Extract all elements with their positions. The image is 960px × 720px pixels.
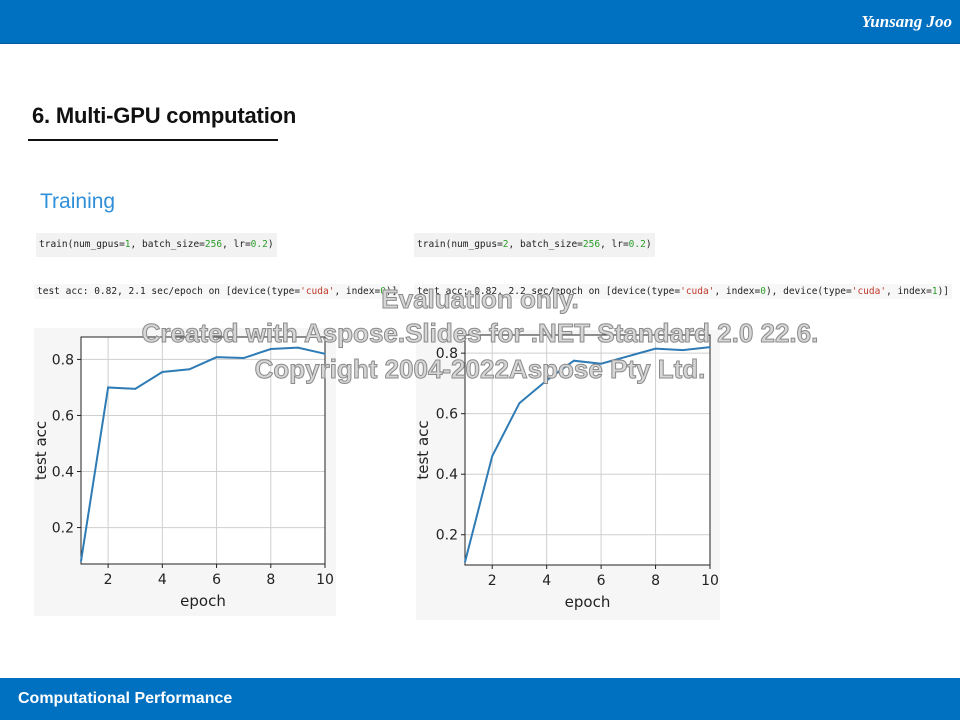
output-index-2: 1	[931, 286, 938, 297]
data-point	[242, 357, 245, 359]
output-end: )]	[385, 286, 398, 297]
code-func: train(num_gpus=	[417, 239, 503, 250]
code-lr: 0.2	[250, 239, 268, 250]
data-point	[518, 402, 521, 404]
test-acc-chart-2gpu: 2 4 6 8 10 0.2 0.4 0.6 0.8 epoch test acc	[416, 330, 720, 620]
y-tick-label: 0.4	[52, 465, 74, 481]
header-bar: Yunsang Joo	[0, 0, 960, 44]
output-right: test acc: 0.82, 2.2 sec/epoch on [device…	[414, 284, 953, 299]
code-lr: 0.2	[628, 239, 646, 250]
code-func: train(num_gpus=	[39, 239, 125, 250]
x-tick-label: 10	[701, 573, 719, 589]
y-tick-label: 0.2	[52, 521, 74, 537]
output-device-type-2: 'cuda'	[851, 286, 887, 297]
plot-area	[465, 335, 710, 565]
data-point	[80, 560, 82, 562]
code-cell-right: train(num_gpus=2, batch_size=256, lr=0.2…	[414, 233, 655, 257]
output-prefix: test acc: 0.82, 2.1 sec/epoch on [device…	[37, 286, 301, 297]
data-point	[709, 346, 711, 348]
data-point	[134, 388, 137, 390]
output-end: )]	[937, 286, 950, 297]
code-lr-label: , lr=	[222, 239, 251, 250]
x-tick-label: 8	[266, 572, 275, 588]
section-heading: Training	[40, 190, 116, 213]
data-point	[627, 355, 630, 357]
x-tick-label: 4	[158, 572, 167, 588]
data-point	[573, 359, 575, 362]
code-mid: , batch_size=	[130, 239, 205, 250]
x-tick-label: 8	[651, 573, 660, 589]
output-mid: , index=	[334, 286, 381, 297]
x-tick-label: 2	[104, 572, 113, 588]
footer-bar: Computational Performance	[0, 678, 960, 720]
code-mid: , batch_size=	[508, 239, 583, 250]
code-batch-size: 256	[582, 239, 601, 250]
y-tick-label: 0.6	[52, 408, 74, 424]
y-tick-label: 0.6	[436, 407, 458, 423]
output-index: 0	[380, 286, 386, 297]
output-index-1: 0	[760, 286, 766, 297]
output-device-type: 'cuda'	[300, 286, 335, 297]
y-tick-label: 0.2	[436, 528, 458, 544]
data-point	[491, 455, 494, 457]
x-tick-label: 6	[212, 572, 221, 588]
series-line-test-acc	[464, 346, 711, 563]
y-tick-label: 0.8	[52, 352, 74, 368]
x-tick-label: 6	[597, 573, 606, 589]
x-tick-label: 10	[316, 572, 334, 588]
author-name: Yunsang Joo	[861, 12, 952, 31]
data-point	[600, 362, 602, 365]
code-batch-size: 256	[204, 239, 223, 250]
data-point	[654, 347, 657, 350]
output-sep: ), device(type=	[765, 286, 852, 297]
y-tick-label: 0.8	[436, 346, 458, 362]
y-axis-label: test acc	[416, 420, 432, 479]
footer-title: Computational Performance	[18, 690, 233, 707]
code-lr-label: , lr=	[600, 239, 629, 250]
data-point	[107, 386, 109, 389]
x-axis-label: epoch	[180, 592, 226, 610]
data-point	[545, 379, 548, 382]
y-tick-label: 0.4	[436, 467, 458, 483]
output-device-type-1: 'cuda'	[680, 286, 715, 297]
code-num-gpus: 2	[502, 239, 509, 250]
code-cell-left: train(num_gpus=1, batch_size=256, lr=0.2…	[36, 233, 277, 257]
output-prefix: test acc: 0.82, 2.2 sec/epoch on [device…	[417, 286, 681, 297]
data-point	[269, 348, 272, 350]
x-tick-label: 2	[488, 573, 497, 589]
plot-area	[81, 337, 325, 564]
test-acc-chart-1gpu: 2 4 6 8 10 0.2 0.4 0.6 0.8 epoch test acc	[34, 328, 336, 616]
output-mid-2: , index=	[886, 286, 932, 297]
watermark-line-3: Copyright 2004-2022Aspose Pty Ltd.	[254, 354, 706, 385]
code-num-gpus: 1	[124, 239, 131, 250]
data-point	[188, 368, 191, 371]
plot-frame	[464, 334, 711, 566]
watermark-line-2: Created with Aspose.Slides for .NET Stan…	[141, 318, 819, 349]
data-point	[464, 561, 466, 563]
x-tick-label: 4	[542, 573, 551, 589]
watermark-line-1: Evaluation only.	[381, 284, 579, 315]
data-point	[324, 353, 326, 355]
data-point	[297, 346, 299, 349]
slide-title: 6. Multi-GPU computation	[32, 103, 297, 128]
data-point	[161, 371, 164, 373]
y-axis-label: test acc	[34, 421, 50, 480]
output-left: test acc: 0.82, 2.1 sec/epoch on [device…	[34, 284, 401, 299]
code-end: )	[267, 239, 274, 250]
data-point	[215, 356, 218, 358]
code-end: )	[645, 239, 652, 250]
data-point	[681, 349, 684, 351]
series-line-test-acc	[80, 346, 326, 562]
plot-frame	[80, 336, 326, 565]
output-mid-1: , index=	[714, 286, 761, 297]
title-underline	[28, 139, 278, 141]
x-axis-label: epoch	[565, 593, 611, 611]
